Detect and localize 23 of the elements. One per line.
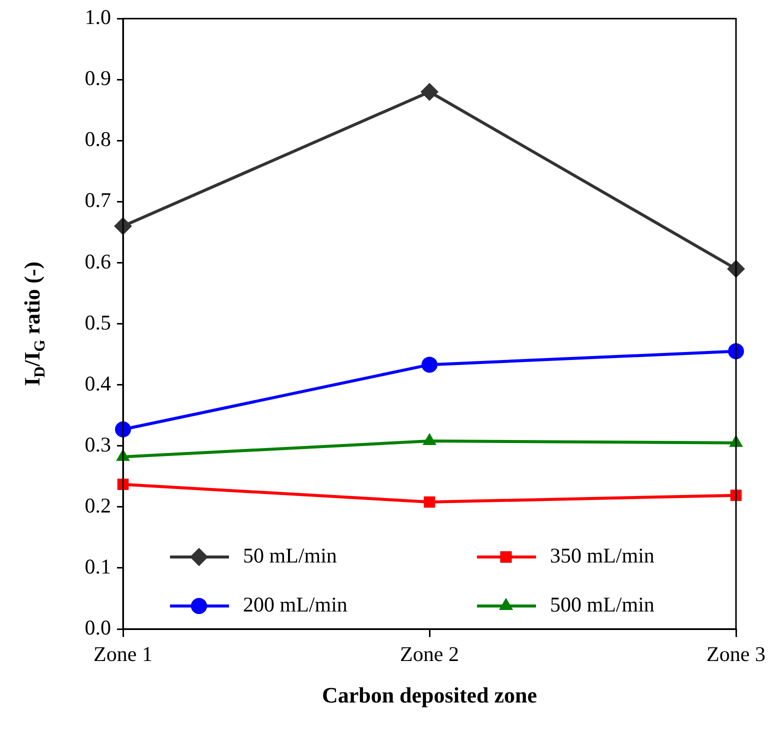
x-axis-title: Carbon deposited zone	[322, 682, 538, 708]
y-tick-label: 0.5	[84, 310, 111, 334]
point	[422, 356, 438, 373]
y-tick-label: 0.8	[84, 127, 111, 152]
legend-label: 350 mL/min	[550, 544, 655, 568]
point	[424, 496, 436, 508]
y-axis-title: ID/IG ratio (-)	[20, 262, 49, 386]
y-tick-label: 0.3	[84, 432, 111, 456]
point	[420, 82, 438, 101]
x-tick-label: Zone 3	[706, 642, 766, 666]
y-tick-label: 0.6	[84, 249, 111, 274]
y-tick-label: 1.0	[84, 5, 111, 30]
y-tick-label: 0.0	[84, 616, 111, 640]
legend-label: 500 mL/min	[550, 592, 655, 617]
y-tick-label: 0.7	[84, 188, 111, 212]
legend-label: 50 mL/min	[243, 544, 338, 568]
x-tick-label: Zone 2	[400, 642, 459, 666]
x-tick-label: Zone 1	[94, 642, 152, 666]
y-tick-label: 0.9	[84, 66, 111, 90]
y-tick-label: 0.1	[84, 554, 111, 578]
y-tick-label: 0.2	[84, 493, 111, 518]
y-tick-label: 0.4	[84, 371, 112, 396]
legend-label: 200 mL/min	[243, 592, 348, 617]
